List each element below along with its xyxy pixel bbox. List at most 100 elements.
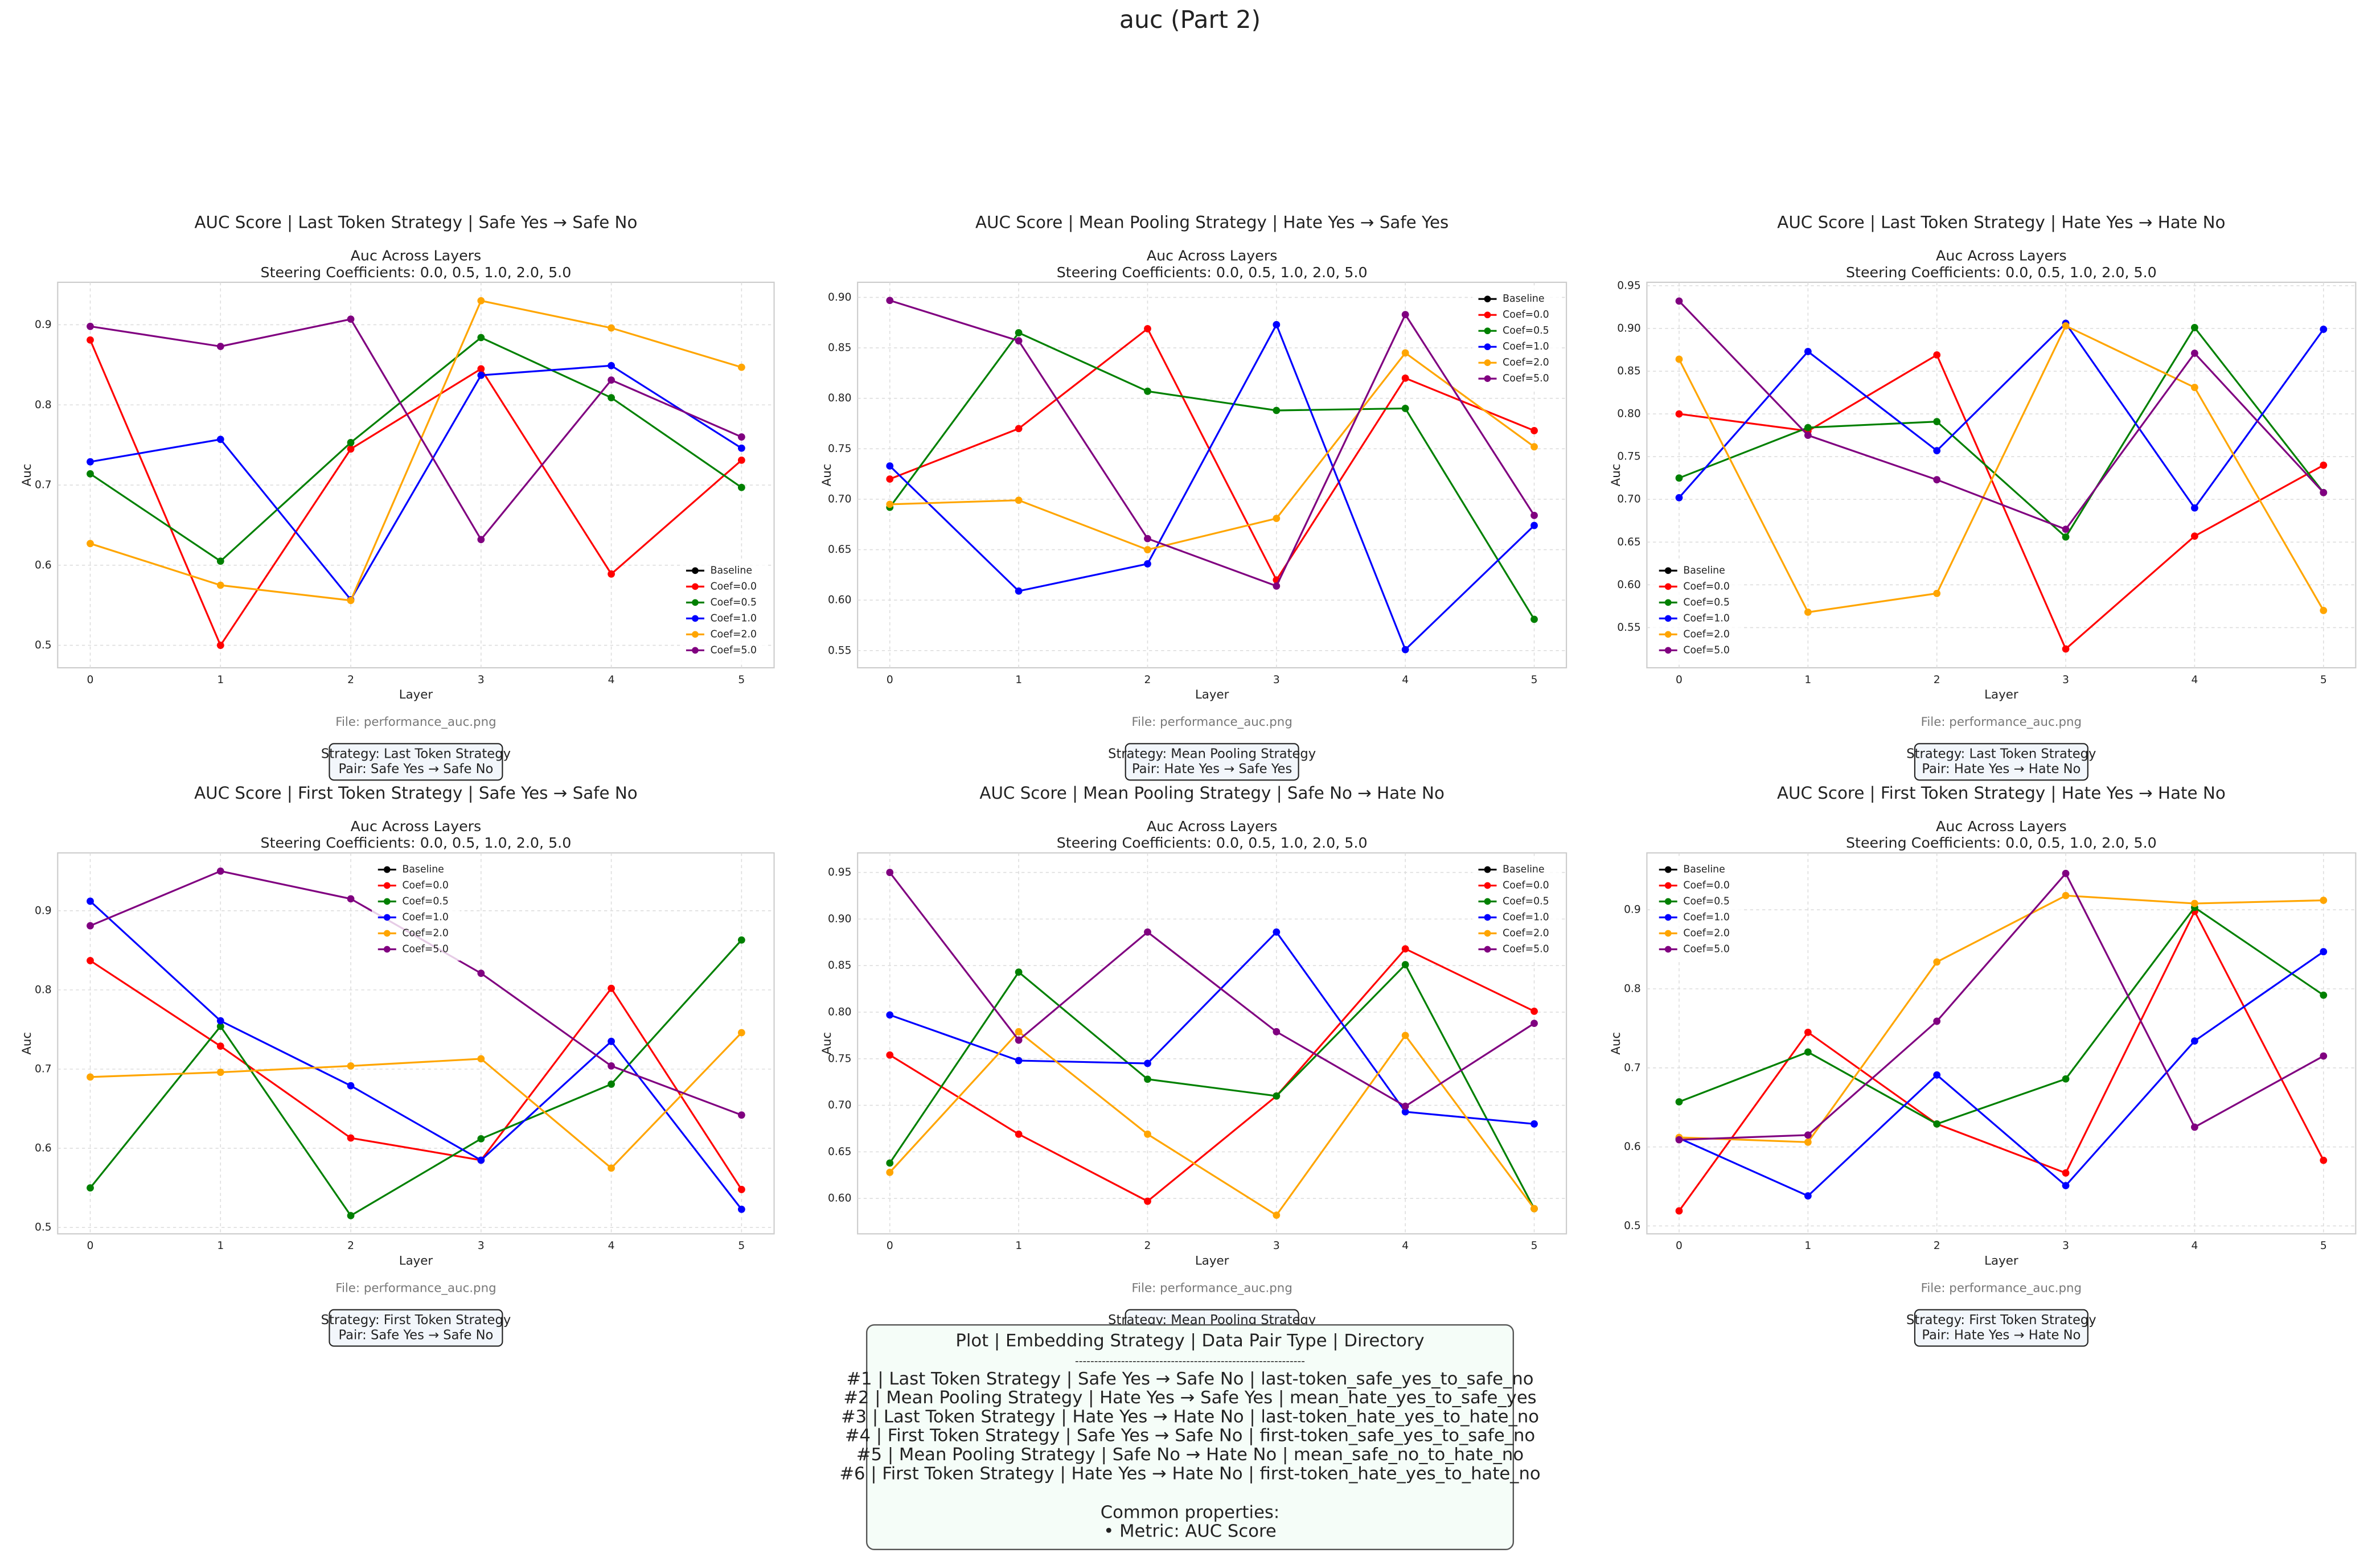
series-line bbox=[90, 364, 742, 602]
data-point bbox=[2320, 461, 2328, 469]
y-tick-label: 0.60 bbox=[828, 594, 852, 606]
x-tick-label: 5 bbox=[2320, 674, 2327, 686]
chart-subtitle: Auc Across Layers bbox=[1147, 247, 1278, 264]
legend-label: Coef=1.0 bbox=[1503, 912, 1549, 923]
data-point bbox=[608, 984, 615, 992]
legend-marker bbox=[692, 647, 699, 654]
x-tick-label: 3 bbox=[1273, 674, 1280, 686]
legend-marker bbox=[1484, 311, 1491, 319]
series-line bbox=[889, 1030, 1535, 1217]
y-tick-label: 0.75 bbox=[1617, 451, 1641, 463]
data-point bbox=[1015, 425, 1023, 433]
series-line bbox=[889, 872, 1535, 1108]
x-tick-label: 0 bbox=[1676, 674, 1683, 686]
x-tick-label: 0 bbox=[1676, 1240, 1683, 1252]
data-point bbox=[2191, 899, 2198, 907]
data-point bbox=[1015, 1028, 1023, 1036]
y-tick-label: 0.90 bbox=[828, 913, 852, 925]
data-point bbox=[1401, 961, 1409, 968]
data-point bbox=[1804, 348, 1812, 355]
data-point bbox=[347, 1062, 355, 1070]
x-tick-label: 2 bbox=[347, 1240, 354, 1252]
data-point bbox=[1144, 387, 1151, 395]
data-point bbox=[1675, 410, 1683, 418]
data-point bbox=[477, 371, 485, 379]
legend-frame bbox=[1472, 288, 1561, 391]
y-tick-label: 0.85 bbox=[828, 342, 852, 354]
y-tick-label: 0.8 bbox=[1624, 983, 1641, 995]
data-point bbox=[1530, 427, 1538, 434]
series-line bbox=[889, 327, 1535, 582]
legend: Baseline Coef=0.0 Coef=0.5 Coef=1.0 Coef=2.0… bbox=[680, 560, 768, 662]
data-point bbox=[1804, 432, 1812, 439]
plot-area bbox=[1646, 852, 2357, 1235]
y-axis-label: Auc bbox=[1609, 464, 1623, 487]
data-point bbox=[87, 957, 94, 964]
legend-frame bbox=[680, 560, 768, 662]
legend-marker bbox=[1484, 946, 1491, 953]
data-point bbox=[477, 536, 485, 544]
data-point bbox=[1804, 1131, 1812, 1139]
data-point bbox=[1530, 1205, 1538, 1213]
y-tick-label: 0.5 bbox=[35, 639, 52, 651]
data-point bbox=[886, 869, 894, 876]
data-point bbox=[1530, 1007, 1538, 1015]
chart-subtitle: Steering Coefficients: 0.0, 0.5, 1.0, 2.… bbox=[1057, 264, 1368, 281]
data-point bbox=[2320, 488, 2328, 496]
info-common-title: Common properties: bbox=[1101, 1502, 1279, 1522]
x-tick-label: 4 bbox=[608, 1240, 615, 1252]
data-point bbox=[886, 297, 894, 305]
y-tick-label: 0.80 bbox=[1617, 408, 1641, 420]
file-caption: File: performance_auc.png bbox=[335, 1281, 496, 1295]
note-text: Pair: Hate Yes → Hate No bbox=[1922, 1328, 2081, 1342]
y-axis-label: Auc bbox=[820, 464, 834, 487]
data-point bbox=[1401, 646, 1409, 654]
legend-label: Coef=5.0 bbox=[1683, 944, 1729, 955]
data-point bbox=[347, 439, 355, 446]
data-point bbox=[2191, 324, 2198, 331]
data-point bbox=[216, 343, 224, 350]
legend-marker bbox=[1664, 599, 1672, 606]
info-title: Plot | Embedding Strategy | Data Pair Ty… bbox=[955, 1331, 1424, 1351]
chart-subtitle: Steering Coefficients: 0.0, 0.5, 1.0, 2.… bbox=[1057, 834, 1368, 851]
legend-marker bbox=[692, 631, 699, 638]
data-point bbox=[1015, 968, 1023, 976]
data-point bbox=[2062, 1182, 2070, 1190]
chart-subtitle: Auc Across Layers bbox=[351, 817, 482, 835]
legend-frame bbox=[1653, 858, 1741, 961]
chart-title: AUC Score | Mean Pooling Strategy | Safe… bbox=[979, 783, 1444, 803]
note-text: Strategy: Last Token Strategy bbox=[1906, 746, 2096, 761]
data-point bbox=[477, 969, 485, 977]
legend-label: Coef=2.0 bbox=[1503, 928, 1549, 939]
legend-marker bbox=[1664, 914, 1672, 921]
chart-title: AUC Score | First Token Strategy | Hate … bbox=[1777, 783, 2226, 803]
legend-marker bbox=[383, 946, 391, 953]
legend-label: Coef=1.0 bbox=[402, 912, 448, 923]
data-point bbox=[608, 324, 615, 332]
legend: Baseline Coef=0.0 Coef=0.5 Coef=1.0 Coef=2.0… bbox=[1653, 858, 1741, 961]
data-point bbox=[1933, 958, 1941, 966]
info-separator: ----------------------------------------… bbox=[1075, 1355, 1305, 1367]
series-line bbox=[89, 339, 742, 647]
legend-marker bbox=[1484, 295, 1491, 303]
data-point bbox=[347, 895, 355, 903]
series-line bbox=[889, 947, 1535, 1202]
chart-subtitle: Steering Coefficients: 0.0, 0.5, 1.0, 2.… bbox=[261, 834, 572, 851]
y-tick-label: 0.80 bbox=[828, 392, 852, 404]
legend-label: Coef=5.0 bbox=[1503, 944, 1549, 955]
legend-frame bbox=[1472, 858, 1561, 961]
legend-marker bbox=[692, 615, 699, 622]
data-point bbox=[608, 394, 615, 401]
data-point bbox=[1144, 535, 1151, 543]
note-text: Pair: Hate Yes → Hate No bbox=[1922, 762, 2081, 777]
figure-title: auc (Part 2) bbox=[1119, 6, 1261, 34]
series-line bbox=[1679, 326, 2325, 539]
data-point bbox=[87, 322, 94, 330]
data-point bbox=[737, 1186, 745, 1193]
data-point bbox=[1804, 1138, 1812, 1146]
chart-title: AUC Score | First Token Strategy | Safe … bbox=[194, 783, 638, 803]
info-box bbox=[865, 1324, 1515, 1551]
x-tick-label: 2 bbox=[347, 674, 354, 686]
data-point bbox=[87, 922, 94, 930]
